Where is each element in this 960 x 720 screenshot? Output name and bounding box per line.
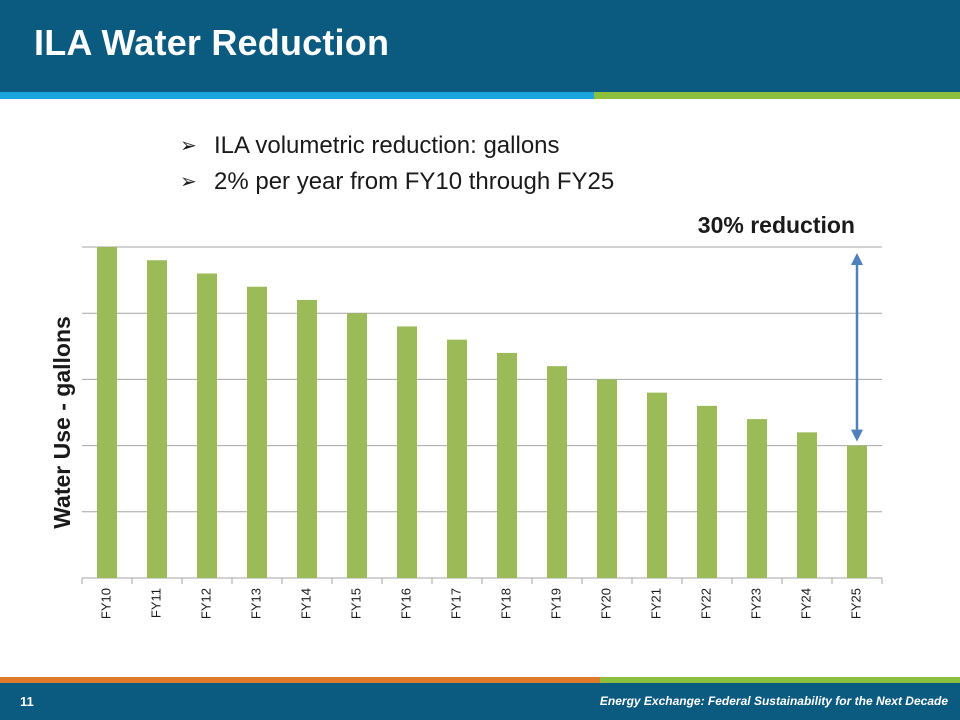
bar-fy18 bbox=[497, 352, 517, 578]
bar-fy11 bbox=[147, 260, 167, 578]
x-tick-label: FY15 bbox=[348, 588, 363, 619]
reduction-annotation: 30% reduction bbox=[698, 212, 855, 238]
x-tick-label: FY24 bbox=[798, 588, 813, 619]
x-tick-label: FY18 bbox=[498, 588, 513, 619]
footer-stripe-orange bbox=[0, 677, 600, 683]
bar-fy19 bbox=[547, 366, 567, 578]
arrow-bullet-icon: ➢ bbox=[180, 171, 197, 193]
bullet-item: ➢ 2% per year from FY10 through FY25 bbox=[178, 164, 614, 200]
footer-stripe-green bbox=[600, 677, 960, 683]
bar-fy12 bbox=[197, 273, 217, 578]
bar-fy25 bbox=[847, 445, 867, 578]
x-tick-label: FY25 bbox=[848, 588, 863, 619]
bar-fy24 bbox=[797, 432, 817, 578]
bar-fy22 bbox=[697, 405, 717, 578]
header-stripe-blue bbox=[0, 92, 594, 99]
x-tick-label: FY10 bbox=[98, 588, 113, 619]
x-tick-label: FY14 bbox=[298, 588, 313, 619]
x-tick-label: FY13 bbox=[248, 588, 263, 619]
slide-header: ILA Water Reduction bbox=[0, 0, 960, 92]
x-tick-label: FY23 bbox=[748, 588, 763, 619]
bar-fy23 bbox=[747, 419, 767, 578]
footer-caption: Energy Exchange: Federal Sustainability … bbox=[599, 694, 948, 708]
y-axis-label: Water Use - gallons bbox=[49, 316, 75, 529]
bar-fy14 bbox=[297, 299, 317, 578]
slide-footer: 11 Energy Exchange: Federal Sustainabili… bbox=[0, 683, 960, 720]
x-tick-label: FY22 bbox=[698, 588, 713, 619]
x-tick-label: FY12 bbox=[198, 588, 213, 619]
bar-fy16 bbox=[397, 326, 417, 578]
x-tick-label: FY20 bbox=[598, 588, 613, 619]
bullet-list: ➢ ILA volumetric reduction: gallons ➢ 2%… bbox=[178, 128, 614, 200]
bar-fy10 bbox=[97, 247, 117, 578]
bar-fy13 bbox=[247, 286, 267, 578]
x-tick-label: FY21 bbox=[648, 588, 663, 619]
bullet-text: 2% per year from FY10 through FY25 bbox=[214, 168, 615, 195]
bullet-item: ➢ ILA volumetric reduction: gallons bbox=[178, 128, 614, 164]
reduction-arrow-head-up bbox=[851, 253, 863, 265]
bar-fy15 bbox=[347, 313, 367, 578]
bar-fy21 bbox=[647, 392, 667, 578]
water-use-bar-chart: FY10 FY11 FY12 FY13 FY14 FY15 FY16 FY17 FY18 FY19… bbox=[49, 212, 883, 619]
bullet-text: ILA volumetric reduction: gallons bbox=[214, 132, 560, 159]
reduction-arrow-head-down bbox=[851, 429, 863, 442]
x-tick-label: FY11 bbox=[148, 588, 163, 618]
header-stripe-green bbox=[594, 92, 960, 99]
x-tick-label: FY17 bbox=[448, 588, 463, 619]
slide-title: ILA Water Reduction bbox=[34, 22, 390, 63]
x-tick-label: FY16 bbox=[398, 588, 413, 619]
x-tick-label: FY19 bbox=[548, 588, 563, 619]
arrow-bullet-icon: ➢ bbox=[180, 135, 197, 157]
bar-fy20 bbox=[597, 379, 617, 578]
bar-fy17 bbox=[447, 339, 467, 578]
page-number: 11 bbox=[20, 694, 34, 709]
